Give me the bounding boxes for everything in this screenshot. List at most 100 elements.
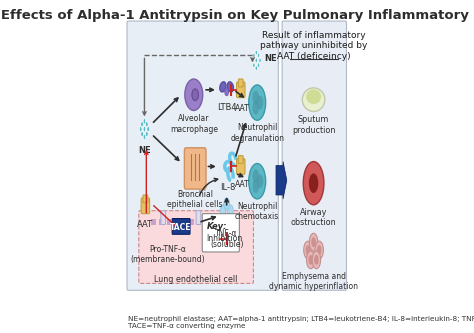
Circle shape bbox=[228, 215, 234, 226]
Circle shape bbox=[317, 245, 321, 255]
Circle shape bbox=[259, 58, 261, 63]
Bar bbox=[234, 218, 239, 225]
Text: TACE: TACE bbox=[170, 223, 192, 232]
Ellipse shape bbox=[302, 88, 325, 112]
Ellipse shape bbox=[306, 89, 321, 104]
Bar bbox=[166, 218, 171, 225]
Circle shape bbox=[253, 169, 259, 183]
Circle shape bbox=[310, 233, 318, 251]
Circle shape bbox=[253, 179, 259, 193]
Circle shape bbox=[253, 101, 259, 115]
FancyBboxPatch shape bbox=[161, 211, 165, 224]
Text: Emphysema and
dynamic hyperinflation: Emphysema and dynamic hyperinflation bbox=[269, 272, 358, 291]
Bar bbox=[227, 218, 231, 225]
Text: Inhibition: Inhibition bbox=[207, 234, 243, 243]
Text: Key:: Key: bbox=[207, 221, 227, 230]
Text: Bronchial
epithelial cells: Bronchial epithelial cells bbox=[167, 190, 223, 209]
Circle shape bbox=[141, 131, 144, 137]
Circle shape bbox=[255, 58, 257, 63]
Circle shape bbox=[309, 255, 313, 265]
Circle shape bbox=[257, 63, 260, 68]
Text: LTB4: LTB4 bbox=[217, 103, 237, 112]
Circle shape bbox=[224, 198, 229, 210]
Text: NE: NE bbox=[138, 146, 151, 155]
FancyBboxPatch shape bbox=[143, 195, 148, 203]
Circle shape bbox=[225, 88, 228, 96]
Circle shape bbox=[147, 127, 149, 132]
Text: Alveolar
macrophage: Alveolar macrophage bbox=[170, 115, 218, 134]
Text: Airway
obstruction: Airway obstruction bbox=[291, 208, 337, 227]
Circle shape bbox=[303, 162, 324, 205]
Circle shape bbox=[312, 251, 320, 269]
FancyBboxPatch shape bbox=[184, 148, 206, 189]
Circle shape bbox=[257, 174, 264, 188]
Circle shape bbox=[220, 205, 226, 216]
Circle shape bbox=[141, 122, 144, 127]
FancyBboxPatch shape bbox=[237, 159, 245, 174]
Bar bbox=[219, 218, 224, 225]
Text: Neutrophil
chemotaxis: Neutrophil chemotaxis bbox=[235, 202, 279, 221]
Text: Figure 1. Effects of Alpha-1 Antitrypsin on Key Pulmonary Inflammatory Pathways: Figure 1. Effects of Alpha-1 Antitrypsin… bbox=[0, 9, 474, 22]
Circle shape bbox=[249, 85, 265, 120]
FancyBboxPatch shape bbox=[238, 156, 243, 164]
Bar bbox=[174, 218, 179, 225]
Text: NE=neutrophil elastase; AAT=alpha-1 antitrypsin; LTB4=leukotriene-B4; IL-8=inter: NE=neutrophil elastase; AAT=alpha-1 anti… bbox=[128, 316, 474, 329]
Circle shape bbox=[304, 241, 312, 259]
Circle shape bbox=[146, 122, 148, 127]
Circle shape bbox=[315, 241, 323, 259]
FancyBboxPatch shape bbox=[127, 21, 278, 290]
Circle shape bbox=[139, 127, 142, 132]
Text: Lung endothelial cell: Lung endothelial cell bbox=[155, 275, 238, 284]
Text: IL-8: IL-8 bbox=[220, 183, 236, 192]
Circle shape bbox=[219, 215, 225, 226]
Bar bbox=[211, 218, 216, 225]
Ellipse shape bbox=[220, 82, 226, 92]
Circle shape bbox=[143, 134, 146, 140]
Bar bbox=[189, 218, 194, 225]
Circle shape bbox=[314, 255, 319, 265]
Bar bbox=[204, 218, 209, 225]
FancyBboxPatch shape bbox=[172, 218, 190, 234]
Text: TNF-α
(soluble): TNF-α (soluble) bbox=[210, 229, 244, 249]
Circle shape bbox=[255, 66, 257, 71]
Text: AAT: AAT bbox=[137, 219, 154, 228]
Circle shape bbox=[143, 119, 146, 124]
Text: Pro-TNF-α
(membrane-bound): Pro-TNF-α (membrane-bound) bbox=[131, 245, 205, 264]
FancyArrow shape bbox=[276, 162, 287, 199]
Circle shape bbox=[311, 237, 316, 247]
Text: Sputum
production: Sputum production bbox=[292, 115, 335, 135]
Ellipse shape bbox=[192, 89, 199, 101]
Ellipse shape bbox=[185, 79, 203, 111]
FancyBboxPatch shape bbox=[196, 211, 201, 224]
Ellipse shape bbox=[227, 82, 234, 92]
Circle shape bbox=[257, 53, 260, 58]
Circle shape bbox=[146, 131, 148, 137]
Circle shape bbox=[255, 50, 257, 55]
Circle shape bbox=[257, 96, 264, 110]
Bar bbox=[152, 218, 156, 225]
Circle shape bbox=[228, 205, 233, 216]
Circle shape bbox=[143, 127, 146, 132]
Bar bbox=[182, 218, 186, 225]
Circle shape bbox=[306, 245, 310, 255]
FancyBboxPatch shape bbox=[238, 79, 243, 87]
FancyBboxPatch shape bbox=[282, 21, 346, 290]
Circle shape bbox=[307, 251, 315, 269]
Circle shape bbox=[253, 53, 255, 58]
FancyBboxPatch shape bbox=[141, 198, 150, 214]
Circle shape bbox=[253, 63, 255, 68]
Bar bbox=[159, 218, 164, 225]
Circle shape bbox=[309, 173, 318, 193]
Text: AAT: AAT bbox=[235, 180, 249, 189]
Text: NE: NE bbox=[264, 54, 277, 63]
Circle shape bbox=[251, 58, 254, 63]
FancyBboxPatch shape bbox=[237, 82, 245, 98]
Text: AAT: AAT bbox=[235, 104, 249, 113]
FancyBboxPatch shape bbox=[202, 214, 239, 252]
Circle shape bbox=[249, 164, 265, 199]
Text: Neutrophil
degranulation: Neutrophil degranulation bbox=[230, 123, 284, 143]
FancyBboxPatch shape bbox=[139, 211, 254, 283]
Circle shape bbox=[253, 91, 259, 104]
Circle shape bbox=[224, 215, 229, 226]
Text: Result of inflammatory
pathway uninhibited by
AAT (deficeincy): Result of inflammatory pathway uninhibit… bbox=[260, 31, 368, 61]
